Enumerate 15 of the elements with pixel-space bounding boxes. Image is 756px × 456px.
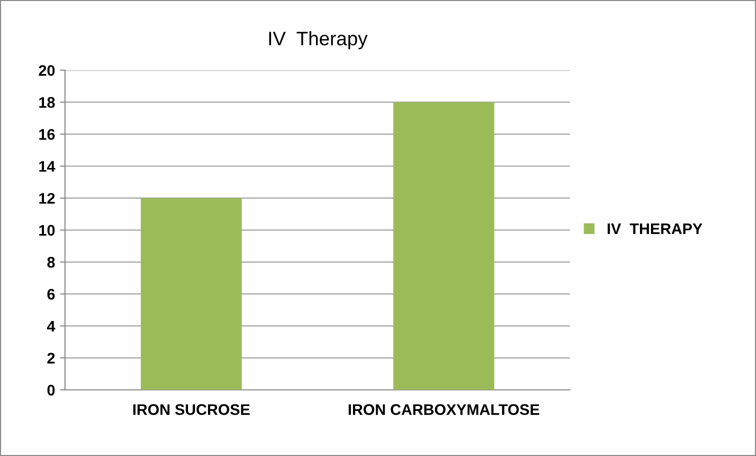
y-tick-label: 4 [47,320,56,332]
y-tick-label: 12 [39,192,55,204]
y-tick-label: 16 [39,129,55,140]
x-tick-label: IRON SUCROSE [133,404,250,415]
legend-label: IV THERAPY [608,223,702,234]
y-tick-label: 8 [47,256,55,268]
y-tick-label: 14 [39,161,56,172]
y-tick-label: 6 [47,288,55,300]
y-tick-label: 0 [47,384,55,396]
chart-title: IV Therapy [269,31,368,50]
x-tick-label: IRON CARBOXYMALTOSE [348,404,540,415]
y-tick-label: 10 [39,224,55,236]
y-tick-label: 18 [39,97,55,108]
y-tick-label: 2 [47,352,55,364]
y-tick-label: 20 [38,65,55,76]
